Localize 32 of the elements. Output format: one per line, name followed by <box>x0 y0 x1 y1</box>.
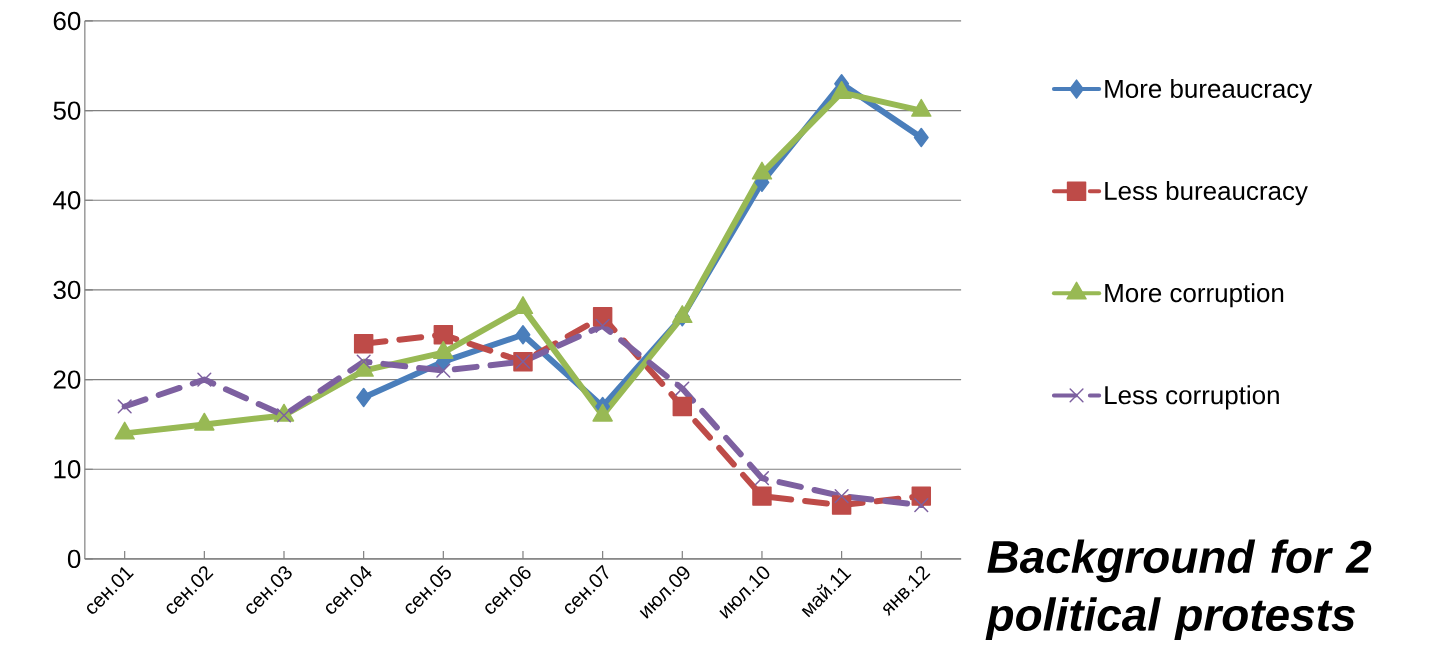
point <box>353 334 374 354</box>
point <box>831 81 852 100</box>
point <box>913 127 929 148</box>
point <box>914 498 929 513</box>
point <box>356 387 372 408</box>
y-tick-label: 40 <box>53 191 81 210</box>
point <box>911 486 932 507</box>
point <box>433 325 454 345</box>
point <box>117 399 132 414</box>
y-tick-label: 50 <box>53 101 81 120</box>
y-tick-label: 20 <box>53 370 81 389</box>
point <box>834 489 849 504</box>
y-tick-label: 10 <box>54 460 81 479</box>
point <box>752 486 772 507</box>
y-tick-label: 0 <box>67 549 81 569</box>
point <box>831 495 852 515</box>
point <box>197 372 212 387</box>
point <box>356 354 371 369</box>
text: Background for 2 political protests <box>985 539 1372 641</box>
point <box>592 307 613 327</box>
legend-label: More corruption <box>1105 283 1284 308</box>
point <box>911 99 932 118</box>
y-tick-label: 30 <box>53 280 81 300</box>
point <box>515 325 531 345</box>
legend-label: Less corruption <box>1105 385 1279 410</box>
point <box>436 363 451 378</box>
point <box>595 318 610 334</box>
legend-label: Less bureaucracy <box>1105 181 1308 206</box>
point <box>672 396 693 417</box>
point <box>276 408 292 423</box>
legend-label: More bureaucracy <box>1105 79 1313 104</box>
y-tick-label: 60 <box>53 11 81 31</box>
